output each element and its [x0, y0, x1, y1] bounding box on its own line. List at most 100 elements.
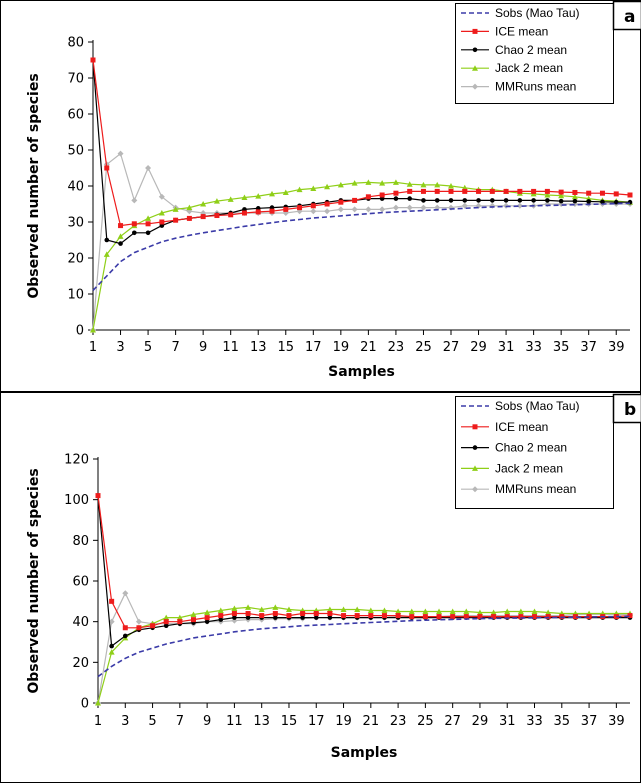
data-point-marker: [131, 197, 138, 204]
series-line: [92, 59, 631, 227]
legend-label: Jack 2 mean: [495, 61, 563, 75]
data-point-marker: [272, 611, 278, 617]
legend-label: Chao 2 mean: [495, 43, 567, 57]
x-tick-label: 25: [417, 714, 434, 729]
y-tick-label: 100: [64, 493, 89, 508]
data-point-marker: [241, 194, 248, 201]
data-point-marker: [136, 625, 142, 631]
data-point-marker: [476, 609, 483, 616]
data-point-marker: [491, 614, 497, 620]
data-point-marker: [461, 202, 468, 209]
data-point-marker: [282, 189, 289, 195]
data-point-marker: [231, 611, 237, 617]
data-point-marker: [118, 223, 124, 229]
data-point-marker: [109, 643, 114, 649]
y-tick-label: 10: [67, 288, 84, 303]
data-point-marker: [190, 611, 197, 618]
data-point-marker: [186, 215, 192, 221]
data-point-marker: [406, 204, 413, 211]
data-point-marker: [118, 241, 123, 246]
data-point-marker: [434, 181, 441, 188]
series-line: [97, 495, 631, 629]
data-point-marker: [145, 221, 151, 227]
data-point-marker: [408, 608, 415, 614]
legend-label: ICE mean: [495, 420, 548, 434]
data-point-marker: [158, 193, 165, 200]
data-point-marker: [245, 615, 251, 620]
data-point-marker: [476, 188, 482, 194]
data-point-marker: [159, 219, 165, 225]
series-line: [92, 202, 631, 291]
legend-box: [455, 3, 614, 104]
data-point-marker: [627, 613, 633, 619]
data-point-marker: [503, 198, 509, 203]
data-point-marker: [365, 206, 372, 213]
data-point-marker: [163, 614, 170, 621]
data-point-marker: [158, 210, 165, 216]
data-point-marker: [393, 196, 399, 201]
x-axis-title: Samples: [331, 745, 398, 761]
data-point-marker: [313, 611, 319, 617]
data-point-marker: [145, 165, 152, 171]
data-point-marker: [586, 199, 591, 204]
data-point-marker: [104, 165, 110, 171]
data-point-marker: [472, 65, 478, 71]
data-point-marker: [558, 192, 565, 199]
x-tick-label: 3: [116, 340, 124, 355]
x-tick-label: 23: [388, 340, 405, 355]
data-point-marker: [104, 237, 110, 243]
data-point-marker: [326, 606, 333, 612]
data-point-marker: [145, 215, 152, 221]
data-point-marker: [95, 493, 101, 499]
x-tick-label: 37: [580, 340, 597, 355]
data-point-marker: [544, 192, 551, 198]
x-tick-label: 13: [250, 340, 267, 355]
data-point-marker: [351, 206, 358, 213]
data-point-marker: [407, 188, 413, 194]
x-tick-label: 37: [581, 714, 598, 729]
x-tick-label: 31: [499, 714, 516, 729]
x-tick-label: 39: [608, 340, 625, 355]
data-point-marker: [286, 613, 292, 619]
data-point-marker: [613, 199, 619, 205]
data-point-marker: [232, 615, 237, 620]
x-tick-label: 33: [525, 340, 542, 355]
data-point-marker: [379, 206, 386, 213]
x-tick-label: 29: [470, 340, 487, 355]
data-point-marker: [227, 196, 234, 202]
x-tick-label: 35: [553, 340, 570, 355]
data-point-marker: [489, 202, 496, 209]
series-line: [92, 152, 630, 331]
data-point-marker: [449, 608, 456, 614]
data-point-marker: [231, 605, 238, 611]
legend-label: Sobs (Mao Tau): [495, 399, 580, 413]
x-tick-label: 9: [199, 340, 207, 355]
data-point-marker: [395, 613, 401, 619]
data-point-marker: [422, 614, 428, 620]
series-chao2: [95, 493, 633, 649]
data-point-marker: [462, 188, 468, 194]
data-point-marker: [436, 608, 443, 614]
data-point-marker: [310, 203, 316, 209]
data-point-marker: [472, 445, 478, 450]
data-point-marker: [310, 185, 317, 192]
data-point-marker: [489, 188, 495, 194]
x-tick-label: 1: [89, 340, 97, 355]
x-tick-label: 11: [222, 340, 239, 355]
data-point-marker: [392, 179, 399, 185]
data-point-marker: [117, 233, 124, 239]
series-sobs: [97, 615, 631, 678]
data-point-marker: [177, 619, 183, 625]
x-axis-title: Samples: [328, 364, 395, 380]
x-tick-label: 13: [253, 714, 270, 729]
data-point-marker: [572, 189, 578, 195]
data-point-marker: [503, 188, 509, 194]
data-point-marker: [420, 204, 427, 211]
data-point-marker: [518, 614, 524, 620]
data-point-marker: [504, 614, 510, 620]
data-point-marker: [365, 179, 372, 185]
data-point-marker: [448, 198, 454, 203]
data-point-marker: [204, 615, 210, 621]
